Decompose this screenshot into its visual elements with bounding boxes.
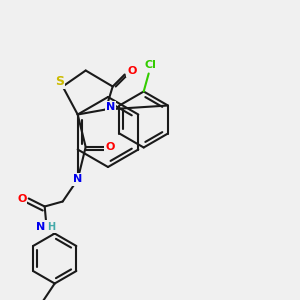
Text: S: S <box>55 75 64 88</box>
Text: O: O <box>127 65 136 76</box>
Text: N: N <box>73 175 82 184</box>
Text: O: O <box>105 142 114 152</box>
Text: N: N <box>106 103 115 112</box>
Text: O: O <box>17 194 26 203</box>
Text: N: N <box>36 221 45 232</box>
Text: Cl: Cl <box>145 61 157 70</box>
Text: H: H <box>46 221 55 232</box>
